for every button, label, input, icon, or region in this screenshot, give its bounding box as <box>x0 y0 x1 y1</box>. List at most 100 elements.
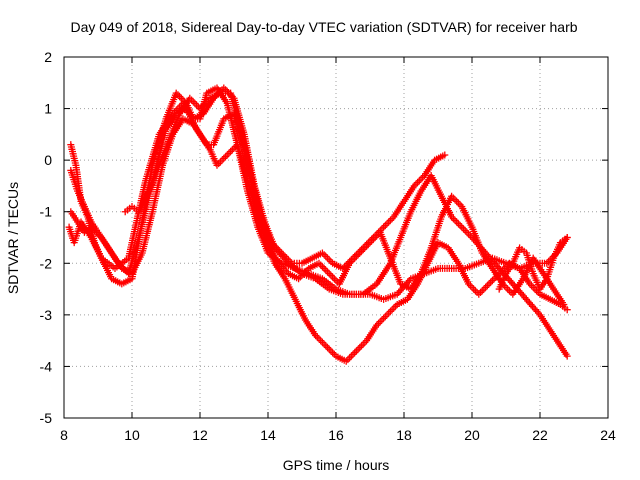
data-point-trail <box>408 272 424 291</box>
data-point-trail <box>303 318 318 338</box>
x-tick-labels: 8 10 12 14 16 18 20 22 24 <box>60 427 616 443</box>
data-point-trail <box>248 174 265 219</box>
x-tick-label: 8 <box>60 427 68 443</box>
data-point-trail <box>68 210 80 224</box>
data-point-trail <box>528 282 542 296</box>
data-point-trail <box>198 96 212 111</box>
data-point-trail <box>464 260 480 272</box>
data-point-trail <box>401 184 417 203</box>
x-tick-label: 18 <box>396 427 412 443</box>
data-point-trail <box>163 112 179 131</box>
data-point-trail <box>300 255 314 266</box>
data-point-trail <box>531 256 546 276</box>
data-point-trail <box>551 287 566 307</box>
data-point-trail <box>523 251 536 275</box>
data-point <box>223 151 231 159</box>
y-tick-label: 1 <box>44 101 52 117</box>
data-point-trail <box>334 286 351 297</box>
data-point <box>325 270 333 278</box>
data-point-trail <box>418 246 434 275</box>
y-tick-label: -4 <box>40 358 53 374</box>
data-point-trail <box>361 281 379 297</box>
data-point-trail <box>67 143 79 167</box>
data-point-trail <box>544 256 557 280</box>
data-point-trail <box>387 256 404 286</box>
data-point-trail <box>524 297 542 317</box>
data-point-trail <box>551 333 570 358</box>
data-point-trail <box>381 215 396 229</box>
data-point-trail <box>503 261 515 275</box>
data-point-trail <box>433 152 447 163</box>
data-series <box>65 84 571 365</box>
data-point-trail <box>341 256 355 271</box>
y-tick-label: -1 <box>40 204 53 220</box>
data-point-trail <box>192 115 202 123</box>
y-tick-label: 2 <box>44 49 52 65</box>
data-point-trail <box>344 349 359 364</box>
x-tick-label: 24 <box>600 427 616 443</box>
data-point <box>563 306 571 314</box>
data-point-trail <box>156 127 169 157</box>
data-point-trail <box>510 277 526 296</box>
data-point-trail <box>265 241 281 265</box>
data-point-trail <box>89 225 104 240</box>
data-point-trail <box>422 158 437 178</box>
data-point-trail <box>331 260 345 271</box>
data-point-trail <box>320 251 335 266</box>
chart-title: Day 049 of 2018, Sidereal Day-to-day VTE… <box>70 19 577 35</box>
axis-ticks <box>63 56 609 419</box>
data-point-trail <box>375 313 389 327</box>
data-point-trail <box>377 231 394 260</box>
y-tick-label: -3 <box>40 307 53 323</box>
data-point-trail <box>237 127 254 177</box>
data-point-trail <box>110 276 124 287</box>
data-point <box>563 352 571 360</box>
data-point <box>475 290 483 298</box>
data-point-trail <box>149 164 166 213</box>
data-point-trail <box>559 302 569 312</box>
data-point-trail <box>276 261 291 276</box>
data-point-trail <box>109 251 124 270</box>
data-point-trail <box>135 194 152 239</box>
series-track-f <box>495 234 571 293</box>
data-point-trail <box>551 241 563 260</box>
data-point <box>369 234 377 241</box>
data-point-trail <box>83 225 93 235</box>
data-point <box>349 254 357 262</box>
x-tick-label: 12 <box>192 427 208 443</box>
data-point-trail <box>395 296 409 307</box>
data-point-trail <box>317 261 331 276</box>
data-point-trail <box>320 276 338 292</box>
data-point-trail <box>120 276 134 287</box>
data-point <box>560 301 568 309</box>
data-point-trail <box>166 112 183 141</box>
data-point-trail <box>211 117 227 146</box>
data-point-trail <box>139 210 156 255</box>
data-point-trail <box>292 297 308 322</box>
data-point-trail <box>124 204 134 214</box>
data-point-trail <box>125 225 139 260</box>
x-axis-label: GPS time / hours <box>283 457 390 473</box>
x-tick-label: 14 <box>260 427 276 443</box>
data-point-trail <box>68 169 81 193</box>
data-point-trail <box>222 111 236 122</box>
data-point-trail <box>286 271 301 282</box>
data-point <box>322 342 330 350</box>
data-point-trail <box>227 91 244 131</box>
data-point-trail <box>364 323 379 343</box>
data-point-trail <box>374 261 393 286</box>
y-tick-label: -5 <box>40 410 53 426</box>
data-point <box>485 280 493 288</box>
data-point-trail <box>75 189 87 208</box>
data-point-trail <box>423 265 440 277</box>
x-tick-label: 20 <box>464 427 480 443</box>
data-point-trail <box>459 205 475 229</box>
data-point-trail <box>92 241 104 260</box>
data-point-trail <box>548 296 562 307</box>
data-point-trail <box>428 174 444 198</box>
data-point <box>441 151 449 159</box>
data-point-trail <box>399 281 413 292</box>
x-tick-label: 16 <box>328 427 344 443</box>
data-point-trail <box>428 215 445 250</box>
